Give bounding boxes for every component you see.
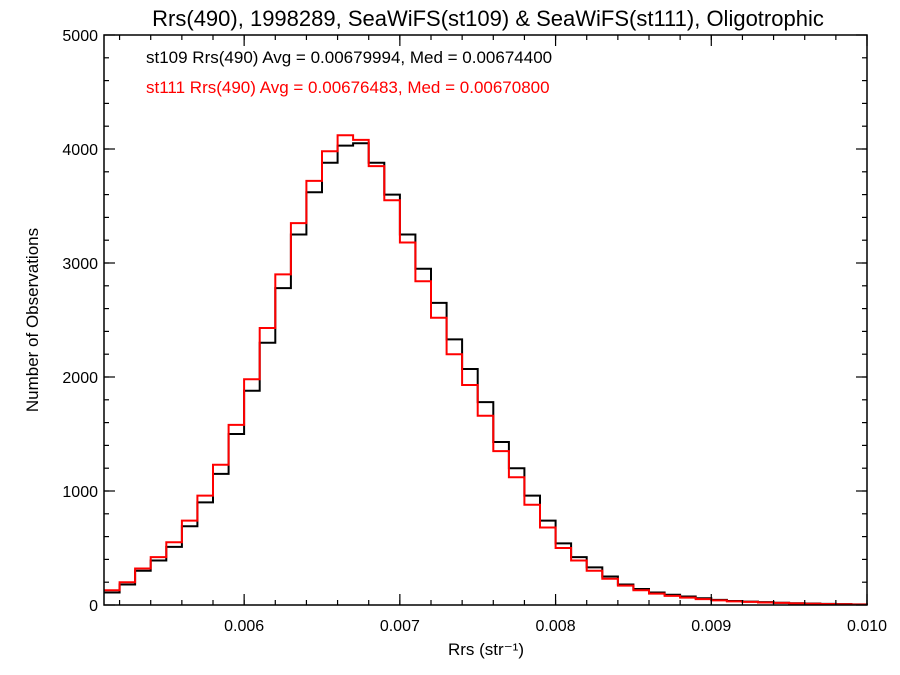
x-tick-label: 0.009: [691, 618, 731, 635]
x-tick-label: 0.010: [847, 618, 887, 635]
y-tick-label: 0: [89, 598, 98, 615]
y-tick-label: 5000: [62, 28, 98, 45]
y-axis-label: Number of Observations: [23, 228, 42, 412]
annotation-st109: st109 Rrs(490) Avg = 0.00679994, Med = 0…: [146, 48, 552, 67]
series-layer: [104, 134, 868, 606]
x-tick-label: 0.007: [380, 618, 420, 635]
x-axis-label: Rrs (str⁻¹): [448, 640, 524, 659]
y-tick-label: 2000: [62, 370, 98, 387]
ticks-layer: 0.006 0.007 0.008 0.009 0.010 0 1000 2000 3000 40…: [62, 28, 887, 635]
chart-title: Rrs(490), 1998289, SeaWiFS(st109) & SeaW…: [152, 6, 824, 31]
series-line-st111: [104, 134, 868, 606]
y-tick-label: 1000: [62, 484, 98, 501]
series-line-st109: [104, 142, 868, 606]
x-tick-label: 0.008: [536, 618, 576, 635]
y-tick-label: 3000: [62, 256, 98, 273]
x-tick-label: 0.006: [224, 618, 264, 635]
y-tick-label: 4000: [62, 142, 98, 159]
annotation-st111: st111 Rrs(490) Avg = 0.00676483, Med = 0…: [146, 78, 550, 97]
plot-frame: [103, 34, 868, 606]
